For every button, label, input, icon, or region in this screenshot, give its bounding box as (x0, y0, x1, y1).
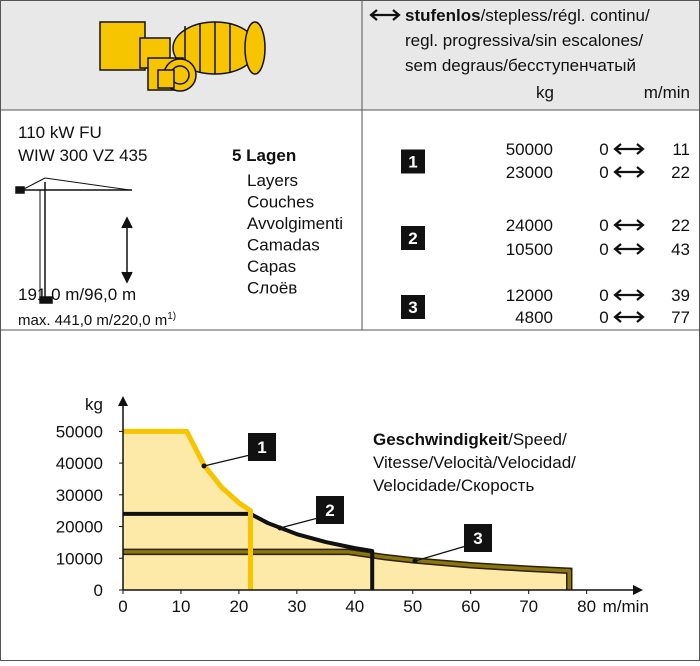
gear-from: 0 (599, 216, 608, 235)
layer-name: Camadas (247, 236, 320, 255)
x-axis-label: m/min (603, 597, 649, 616)
layer-name: Layers (247, 171, 298, 190)
layers-title: 5 Lagen (232, 146, 296, 165)
speed-mode-bold: stufenlos (405, 6, 481, 25)
speed-mode-line: sem degraus/бесступенчатый (405, 56, 636, 75)
x-tick-label: 0 (118, 597, 127, 616)
y-tick-label: 30000 (56, 486, 103, 505)
double-arrow (615, 290, 643, 300)
x-tick-label: 30 (287, 597, 306, 616)
x-tick-label: 80 (577, 597, 596, 616)
gear-to: 77 (671, 308, 690, 327)
leader-dot (202, 464, 207, 469)
double-arrow (615, 244, 643, 254)
gear-kg: 50000 (506, 140, 553, 159)
badge-label: 1 (257, 438, 266, 457)
annotation: Vitesse/Velocità/Velocidad/ (373, 453, 576, 472)
x-tick-label: 10 (171, 597, 190, 616)
gear-kg: 10500 (506, 240, 553, 259)
double-arrow (615, 167, 643, 177)
layer-name: Слоёв (247, 279, 297, 298)
gear-from: 0 (599, 163, 608, 182)
speed-mode-rest: /stepless/régl. continu/ (481, 6, 650, 25)
datasheet: stufenlos/stepless/régl. continu/ regl. … (0, 0, 700, 661)
x-tick-label: 40 (345, 597, 364, 616)
badge-label: 3 (473, 529, 482, 548)
x-tick-label: 50 (403, 597, 422, 616)
annotation: Velocidade/Скорость (373, 476, 534, 495)
layers: Layers Couches Avvolgimenti Camadas Capas Сло… (247, 171, 343, 298)
area-fill (123, 552, 569, 590)
y-axis-arrow (118, 396, 128, 406)
double-arrow (615, 312, 643, 322)
x-axis-arrow (633, 585, 643, 595)
leader (204, 455, 250, 466)
layer-name: Avvolgimenti (247, 214, 343, 233)
leader (280, 518, 318, 528)
y-tick-label: 10000 (56, 549, 103, 568)
y-tick-label: 20000 (56, 518, 103, 537)
gear-from: 0 (599, 140, 608, 159)
double-arrow (615, 144, 643, 154)
gear-kg: 23000 (506, 163, 553, 182)
x-tick-label: 20 (229, 597, 248, 616)
gear-to: 43 (671, 240, 690, 259)
rope-max: max. 441,0 m/220,0 m (18, 312, 167, 329)
gear-to: 22 (671, 216, 690, 235)
leader-dot (413, 559, 418, 564)
gear-from: 0 (599, 240, 608, 259)
gear-from: 0 (599, 286, 608, 305)
spec-text: WIW 300 VZ 435 (18, 146, 147, 165)
double-arrow (615, 220, 643, 230)
badge-label: 1 (408, 153, 417, 172)
layer-name: Capas (247, 257, 296, 276)
col-header: kg (536, 83, 554, 102)
gear-to: 11 (672, 140, 690, 159)
layer-name: Couches (247, 193, 314, 212)
badge-label: 3 (408, 298, 417, 317)
speed-mode: stufenlos/stepless/régl. continu/ (405, 6, 650, 25)
leader (415, 546, 466, 561)
gear-to: 39 (671, 286, 690, 305)
y-axis-label: kg (85, 395, 103, 414)
gear-kg: 12000 (506, 286, 553, 305)
gear-from: 0 (599, 308, 608, 327)
badge-label: 2 (408, 229, 417, 248)
col-header: m/min (644, 83, 690, 102)
spec-text: max. 441,0 m/220,0 m1) (18, 311, 176, 329)
annotation: Geschwindigkeit/Speed/ (373, 430, 567, 449)
footnote: 1) (167, 311, 176, 322)
gear-kg: 4800 (515, 308, 553, 327)
page: stufenlos/stepless/régl. continu/ regl. … (0, 0, 700, 666)
spec-text: 191,0 m/96,0 m (18, 285, 136, 304)
annotation-rest: /Speed/ (508, 430, 567, 449)
x-tick-label: 60 (461, 597, 480, 616)
annotation-bold: Geschwindigkeit (373, 430, 508, 449)
x-tick-label: 70 (519, 597, 538, 616)
y-tick-label: 40000 (56, 454, 103, 473)
gear-to: 22 (671, 163, 690, 182)
y-tick-label: 0 (94, 581, 103, 600)
badge-label: 2 (325, 501, 334, 520)
leader-dot (278, 526, 283, 531)
y-tick-label: 50000 (56, 422, 103, 441)
speed-mode-line: regl. progressiva/sin escalones/ (405, 31, 643, 50)
gear-kg: 24000 (506, 216, 553, 235)
spec-text: 110 kW FU (18, 123, 102, 142)
